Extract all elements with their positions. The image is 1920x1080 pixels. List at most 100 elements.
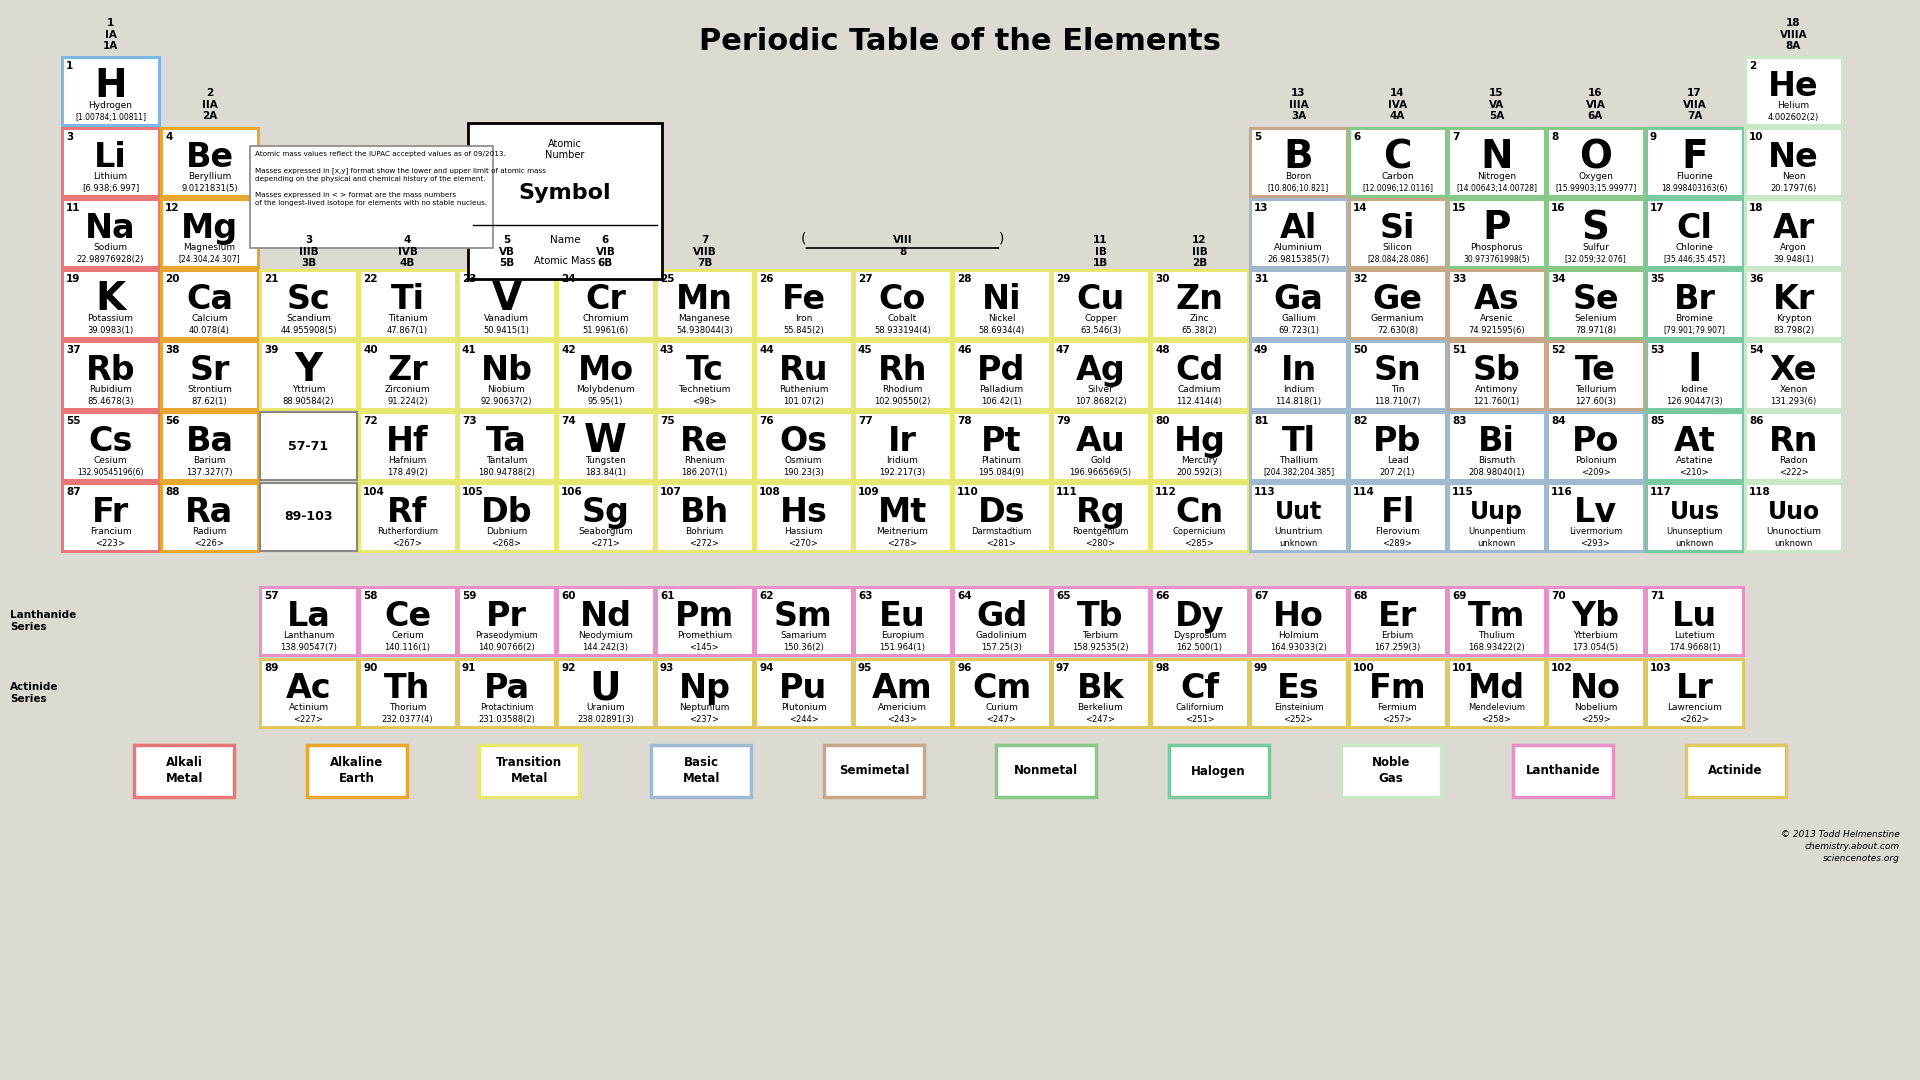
Text: 31: 31 — [1254, 274, 1269, 284]
Text: <270>: <270> — [789, 539, 818, 548]
Bar — [651, 745, 751, 797]
Text: Mg: Mg — [180, 212, 238, 245]
Text: [6.938;6.997]: [6.938;6.997] — [83, 184, 138, 193]
Text: Fm: Fm — [1369, 672, 1427, 705]
Text: 20.1797(6): 20.1797(6) — [1770, 184, 1816, 193]
Bar — [1548, 341, 1644, 409]
Text: 94: 94 — [758, 663, 774, 673]
Bar — [755, 270, 852, 338]
Bar — [1645, 411, 1743, 480]
Text: Rb: Rb — [86, 354, 134, 387]
Text: 34: 34 — [1551, 274, 1565, 284]
Text: Os: Os — [780, 424, 828, 458]
Text: Sulfur: Sulfur — [1582, 243, 1609, 253]
Text: 69: 69 — [1452, 591, 1467, 600]
Text: B: B — [1284, 138, 1313, 176]
Text: [24.304,24.307]: [24.304,24.307] — [179, 255, 240, 264]
Text: Ununpentium: Ununpentium — [1467, 527, 1524, 537]
Text: Sg: Sg — [582, 496, 630, 529]
Text: 101.07(2): 101.07(2) — [783, 397, 824, 406]
Text: Niobium: Niobium — [488, 386, 526, 394]
Text: 13: 13 — [1254, 203, 1269, 213]
Text: <281>: <281> — [987, 539, 1016, 548]
Text: <280>: <280> — [1085, 539, 1116, 548]
Text: 58: 58 — [363, 591, 378, 600]
Bar — [755, 659, 852, 727]
Text: Uuo: Uuo — [1768, 500, 1820, 524]
Text: Pd: Pd — [977, 354, 1025, 387]
Text: 17: 17 — [1649, 203, 1665, 213]
Text: 60: 60 — [561, 591, 576, 600]
Text: 15: 15 — [1452, 203, 1467, 213]
Text: 47: 47 — [1056, 345, 1071, 355]
Text: 26: 26 — [758, 274, 774, 284]
Text: Tungsten: Tungsten — [586, 457, 626, 465]
Text: 79: 79 — [1056, 416, 1071, 426]
Text: Calcium: Calcium — [192, 314, 228, 324]
Bar — [996, 745, 1096, 797]
Text: 33: 33 — [1452, 274, 1467, 284]
Bar — [557, 659, 655, 727]
Text: As: As — [1475, 283, 1519, 315]
Text: Erbium: Erbium — [1380, 632, 1413, 640]
Text: Scandium: Scandium — [286, 314, 330, 324]
Text: 68: 68 — [1354, 591, 1367, 600]
Text: Alkaline
Earth: Alkaline Earth — [330, 756, 384, 785]
Text: Np: Np — [678, 672, 730, 705]
Bar — [1350, 659, 1446, 727]
Text: 183.84(1): 183.84(1) — [586, 468, 626, 477]
Text: Noble
Gas: Noble Gas — [1371, 756, 1409, 785]
Text: 21: 21 — [265, 274, 278, 284]
Text: Cobalt: Cobalt — [887, 314, 918, 324]
Text: Db: Db — [480, 496, 532, 529]
Text: 17
VIIA
7A: 17 VIIA 7A — [1682, 87, 1707, 121]
Text: 132.90545196(6): 132.90545196(6) — [77, 468, 144, 477]
Bar — [259, 270, 357, 338]
Text: Plutonium: Plutonium — [781, 703, 826, 713]
Text: 13
IIIA
3A: 13 IIIA 3A — [1288, 87, 1308, 121]
Text: Darmstadtium: Darmstadtium — [972, 527, 1031, 537]
Text: 16
VIA
6A: 16 VIA 6A — [1586, 87, 1605, 121]
Text: 30: 30 — [1156, 274, 1169, 284]
Bar — [1169, 745, 1269, 797]
Bar — [1052, 411, 1148, 480]
Bar — [1448, 483, 1546, 551]
Text: 164.93033(2): 164.93033(2) — [1269, 643, 1327, 652]
Text: 5
VB
5B: 5 VB 5B — [499, 235, 515, 268]
Text: 22.98976928(2): 22.98976928(2) — [77, 255, 144, 264]
Text: Fluorine: Fluorine — [1676, 173, 1713, 181]
Text: Bi: Bi — [1478, 424, 1515, 458]
Bar — [1745, 129, 1841, 195]
Text: 81: 81 — [1254, 416, 1269, 426]
Bar — [1645, 659, 1743, 727]
Text: <247>: <247> — [987, 715, 1016, 724]
Bar — [557, 411, 655, 480]
Text: 113: 113 — [1254, 487, 1275, 497]
Text: 103: 103 — [1649, 663, 1672, 673]
Bar — [1745, 341, 1841, 409]
Bar — [61, 57, 159, 125]
Text: 107: 107 — [660, 487, 682, 497]
Text: Boron: Boron — [1284, 173, 1311, 181]
Bar — [1052, 588, 1148, 654]
Bar — [259, 411, 357, 480]
Text: Uut: Uut — [1275, 500, 1323, 524]
Text: Pb: Pb — [1373, 424, 1421, 458]
Text: Chlorine: Chlorine — [1676, 243, 1713, 253]
Text: I: I — [1688, 351, 1701, 389]
Text: Copernicium: Copernicium — [1173, 527, 1227, 537]
Text: 78.971(8): 78.971(8) — [1574, 326, 1617, 335]
Text: <226>: <226> — [194, 539, 225, 548]
Text: Protactinium: Protactinium — [480, 703, 534, 713]
Bar — [824, 745, 924, 797]
Text: Pu: Pu — [780, 672, 828, 705]
Text: <271>: <271> — [591, 539, 620, 548]
Text: Ga: Ga — [1273, 283, 1323, 315]
Bar — [657, 483, 753, 551]
Text: Einsteinium: Einsteinium — [1273, 703, 1323, 713]
Text: Md: Md — [1469, 672, 1524, 705]
Text: Pa: Pa — [484, 672, 530, 705]
Text: Si: Si — [1380, 212, 1415, 245]
Text: 238.02891(3): 238.02891(3) — [578, 715, 634, 724]
Text: <251>: <251> — [1185, 715, 1213, 724]
